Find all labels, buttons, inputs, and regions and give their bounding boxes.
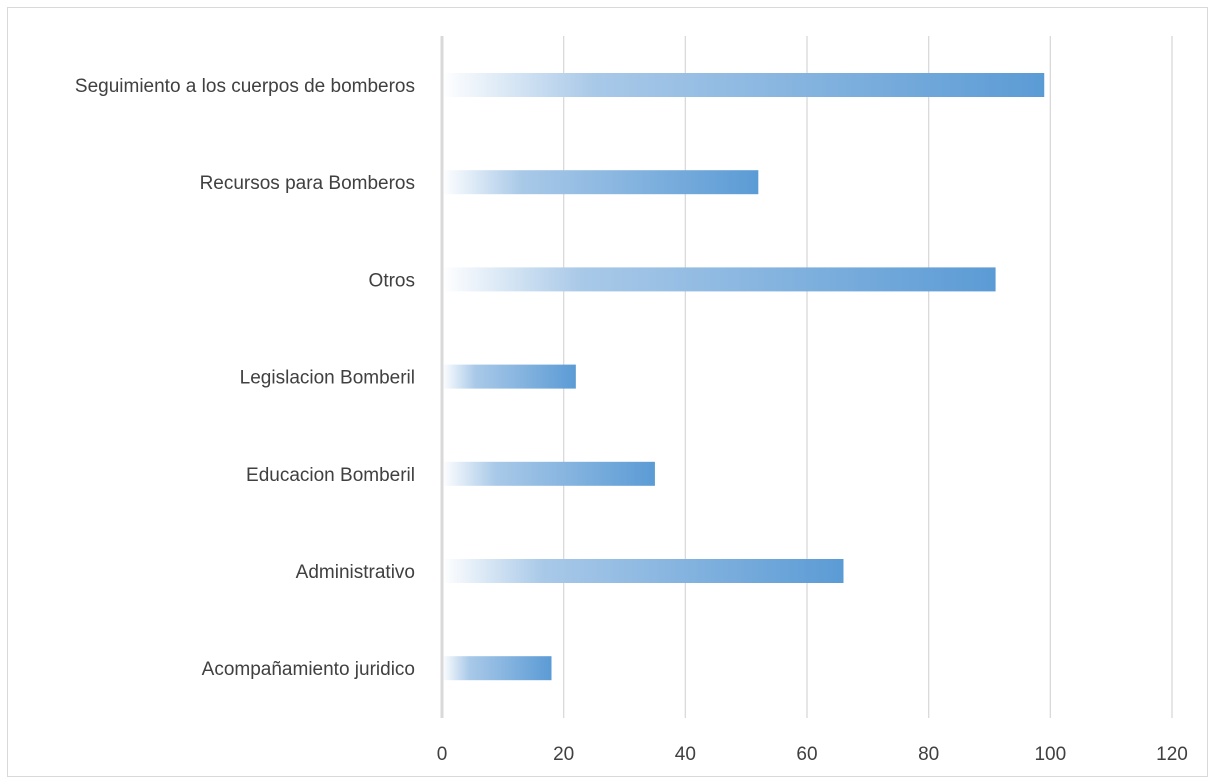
x-tick-label-60: 60: [796, 744, 817, 765]
bar-3: [442, 364, 576, 389]
bar-6: [442, 656, 552, 681]
x-tick-label-40: 40: [675, 744, 696, 765]
bar-4: [442, 461, 655, 486]
bar-2: [442, 267, 996, 292]
x-tick-labels: 0 20 40 60 80 100 120: [437, 744, 1188, 765]
bar-5: [442, 559, 844, 583]
category-label-2: Otros: [369, 270, 415, 291]
x-tick-label-20: 20: [553, 744, 574, 765]
chart-frame: [7, 7, 1208, 777]
category-label-4: Educacion Bomberil: [246, 465, 415, 486]
category-label-6: Acompañamiento juridico: [202, 659, 415, 680]
category-label-1: Recursos para Bomberos: [200, 173, 415, 194]
category-labels: Seguimiento a los cuerpos de bomberos Rec…: [75, 76, 415, 680]
x-tick-label-100: 100: [1034, 744, 1066, 765]
x-tick-label-0: 0: [437, 744, 448, 765]
bar-0: [442, 73, 1045, 97]
x-tick-label-80: 80: [918, 744, 939, 765]
bar-1: [442, 170, 759, 195]
category-label-0: Seguimiento a los cuerpos de bomberos: [75, 76, 415, 97]
x-tick-label-120: 120: [1156, 744, 1188, 765]
category-label-3: Legislacion Bomberil: [240, 368, 415, 389]
category-label-5: Administrativo: [296, 562, 415, 583]
gridlines: [563, 36, 1173, 718]
bars: [442, 73, 1045, 681]
